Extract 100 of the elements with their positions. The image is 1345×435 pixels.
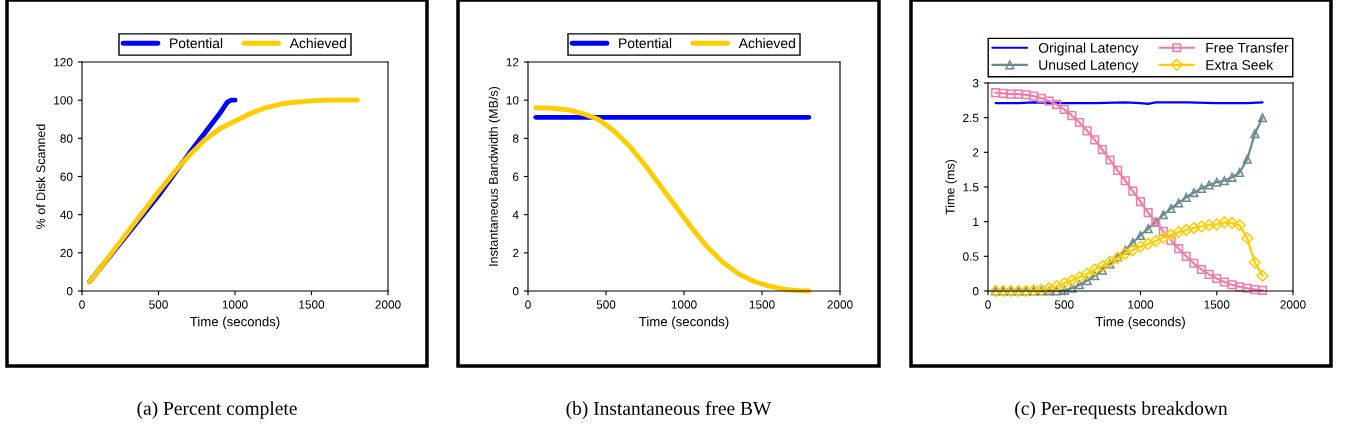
x-tick-label: 500 xyxy=(149,300,168,309)
point xyxy=(1090,271,1100,281)
point xyxy=(1227,172,1237,182)
y-tick-label: 6 xyxy=(513,172,519,181)
x-axis-title: Time (seconds) xyxy=(639,316,729,329)
x-tick-label: 0 xyxy=(525,300,531,309)
point xyxy=(1113,165,1123,175)
point xyxy=(1204,269,1214,279)
point xyxy=(1250,285,1260,295)
point xyxy=(1143,224,1153,234)
point xyxy=(1052,99,1062,110)
point xyxy=(1157,231,1170,244)
point xyxy=(1166,235,1176,245)
point xyxy=(1181,192,1191,202)
legend-label: Original Latency xyxy=(1038,42,1139,56)
point xyxy=(1006,89,1016,99)
y-tick-label: 2 xyxy=(973,148,979,157)
point xyxy=(1013,89,1024,99)
point xyxy=(1059,285,1069,295)
legend-label: Unused Latency xyxy=(1039,59,1139,73)
point xyxy=(1248,256,1262,269)
point xyxy=(1196,264,1207,275)
point xyxy=(1219,176,1229,186)
point xyxy=(1256,269,1269,282)
point xyxy=(1164,228,1178,242)
line-series xyxy=(533,105,812,294)
point xyxy=(1059,104,1069,114)
point xyxy=(1119,247,1132,260)
point xyxy=(1097,144,1107,155)
y-tick-label: 4 xyxy=(512,210,519,219)
y-axis-title: Instantaneous Bandwidth (MB/s) xyxy=(488,86,501,266)
point xyxy=(1135,196,1146,207)
point xyxy=(1189,187,1199,198)
point xyxy=(1218,216,1231,229)
point xyxy=(1233,218,1246,232)
y-tick-label: 100 xyxy=(54,96,73,105)
legend-label: Extra Seek xyxy=(1206,59,1274,70)
point xyxy=(1187,221,1201,235)
y-tick-label: 2.5 xyxy=(963,113,979,123)
point xyxy=(1189,258,1199,268)
y-tick-label: 2 xyxy=(513,248,519,258)
point xyxy=(1257,113,1268,123)
y-axis-title: % of Disk Scanned xyxy=(36,124,46,229)
legend-label: Free Transfer xyxy=(1206,42,1289,53)
point xyxy=(1105,155,1115,165)
text: (c) Per-requests breakdown xyxy=(1015,401,1228,419)
x-tick-label: 1500 xyxy=(299,300,325,309)
point xyxy=(1074,117,1085,128)
x-tick-label: 500 xyxy=(1054,300,1074,309)
y-axis-title: Time (ms) xyxy=(945,159,957,215)
point xyxy=(1082,126,1092,136)
y-tick-label: 1.5 xyxy=(963,183,979,192)
x-tick-label: 0 xyxy=(79,300,85,309)
point xyxy=(1242,283,1252,293)
legend-label: Achieved xyxy=(738,38,795,49)
legend-label: Potential xyxy=(619,38,672,49)
point xyxy=(1149,234,1162,248)
x-axis-title: Time (seconds) xyxy=(190,316,280,329)
x-tick-label: 500 xyxy=(596,300,616,309)
x-tick-label: 0 xyxy=(985,300,991,309)
point xyxy=(1067,111,1077,121)
x-tick-label: 1000 xyxy=(671,300,697,309)
point xyxy=(991,88,1001,98)
point xyxy=(1096,259,1109,273)
point xyxy=(1204,180,1214,190)
point xyxy=(1174,244,1184,254)
y-tick-label: 12 xyxy=(506,58,519,67)
point xyxy=(1029,91,1039,101)
point xyxy=(1235,282,1245,292)
point xyxy=(1158,210,1168,220)
y-tick-label: 0 xyxy=(512,287,519,296)
point xyxy=(1088,263,1101,276)
point xyxy=(1073,270,1086,284)
x-tick-label: 2000 xyxy=(375,300,401,309)
point xyxy=(1210,218,1223,231)
y-tick-label: 80 xyxy=(60,134,73,143)
y-tick-label: 10 xyxy=(506,96,519,105)
line-series xyxy=(87,97,360,284)
point xyxy=(1241,232,1254,245)
point xyxy=(1128,186,1138,196)
text: (b) Instantaneous free BW xyxy=(566,401,772,419)
text: (a) Percent complete xyxy=(137,401,297,419)
point xyxy=(1044,286,1054,296)
x-tick-label: 1500 xyxy=(749,300,775,309)
point xyxy=(1067,283,1077,293)
point xyxy=(1242,154,1252,164)
y-tick-label: 0 xyxy=(972,287,979,296)
point xyxy=(1128,237,1138,248)
point xyxy=(1074,280,1085,290)
point xyxy=(1021,90,1031,100)
x-axis-title: Time (seconds) xyxy=(1095,316,1185,329)
x-tick-label: 1000 xyxy=(222,300,248,309)
point xyxy=(1195,220,1208,233)
y-tick-label: 0 xyxy=(66,287,73,296)
x-tick-label: 2000 xyxy=(827,300,853,309)
y-tick-label: 40 xyxy=(60,210,73,220)
point xyxy=(1097,265,1107,275)
point xyxy=(1212,177,1222,187)
point xyxy=(1181,251,1191,261)
point xyxy=(1250,129,1260,139)
